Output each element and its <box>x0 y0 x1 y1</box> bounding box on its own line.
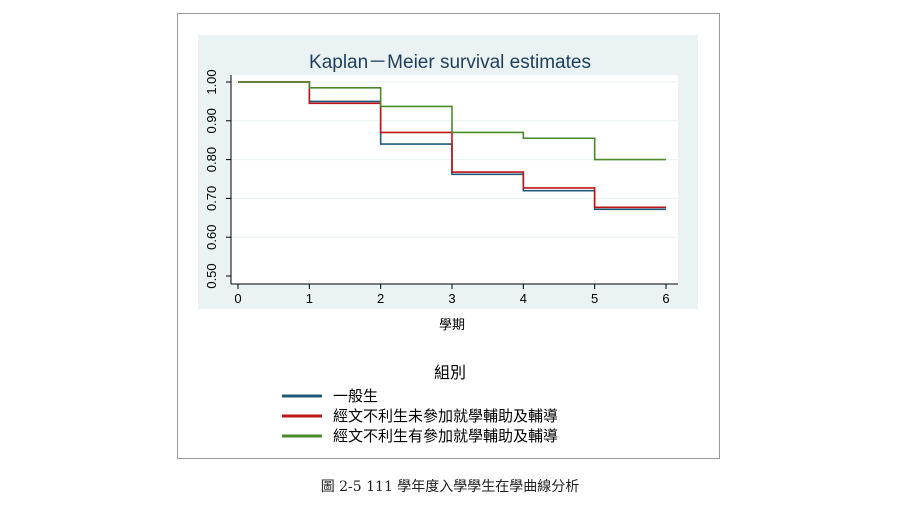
plot-area <box>231 75 678 284</box>
y-tick-label: 0.90 <box>204 108 219 133</box>
y-tick-label: 0.80 <box>204 147 219 172</box>
x-tick-label: 3 <box>448 291 455 306</box>
axis-layer: 0.50 0.60 0.70 0.80 0.90 1.00 0 1 2 3 4 5 6 <box>204 69 670 306</box>
series-line-2 <box>238 81 666 209</box>
series-layer <box>238 81 666 211</box>
x-tick-label: 1 <box>306 291 313 306</box>
km-chart: Kaplan－Meier survival estimates 0.50 0.60… <box>198 35 698 445</box>
chart-title: Kaplan－Meier survival estimates <box>309 52 591 73</box>
x-tick-label: 5 <box>591 291 598 306</box>
legend-label-2: 經文不利生未參加就學輔助及輔導 <box>333 407 558 425</box>
x-tick-label: 2 <box>377 291 384 306</box>
y-tick-label: 0.70 <box>204 186 219 211</box>
x-tick-label: 4 <box>520 291 527 306</box>
legend-label-3: 經文不利生有參加就學輔助及輔導 <box>333 427 558 445</box>
x-axis-title: 學期 <box>439 317 465 332</box>
x-tick-label: 6 <box>662 291 669 306</box>
legend-title: 組別 <box>434 364 466 382</box>
x-tick-label: 0 <box>234 291 241 306</box>
figure-caption: 圖 2-5 111 學年度入學學生在學曲線分析 <box>320 479 580 495</box>
y-tick-label: 0.50 <box>204 263 219 288</box>
legend-label-1: 一般生 <box>333 388 378 405</box>
y-tick-label: 0.60 <box>204 225 219 250</box>
series-line-3 <box>238 81 666 161</box>
figure-frame: Kaplan－Meier survival estimates 0.50 0.60… <box>177 13 720 459</box>
y-tick-label: 1.00 <box>204 69 219 94</box>
